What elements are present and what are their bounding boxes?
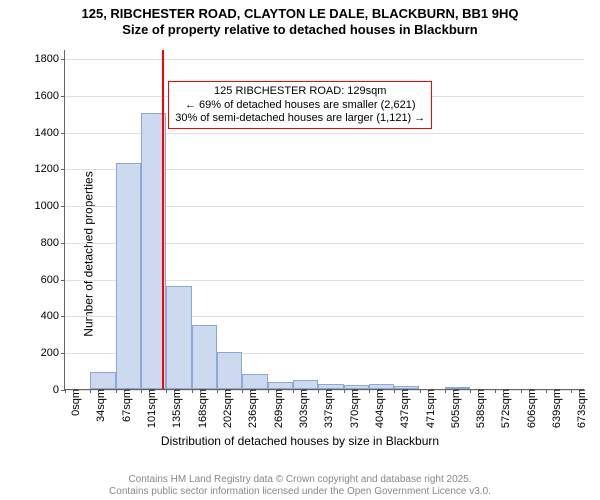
marker-line xyxy=(162,50,164,389)
plot-area: 0200400600800100012001400160018000sqm34s… xyxy=(64,50,584,390)
xtick-label: 639sqm xyxy=(548,389,563,428)
xtick-label: 505sqm xyxy=(447,389,462,428)
histogram-bar xyxy=(293,380,318,389)
xtick-label: 202sqm xyxy=(219,389,234,428)
xtick-label: 34sqm xyxy=(92,389,107,422)
xtick-label: 404sqm xyxy=(371,389,386,428)
ytick-label: 1000 xyxy=(35,200,65,212)
xtick-mark xyxy=(268,389,269,393)
xtick-label: 135sqm xyxy=(168,389,183,428)
histogram-bar xyxy=(90,372,115,389)
xtick-mark xyxy=(420,389,421,393)
ytick-label: 1600 xyxy=(35,90,65,102)
xtick-label: 572sqm xyxy=(497,389,512,428)
title-line-2: Size of property relative to detached ho… xyxy=(0,22,600,38)
attribution-footer: Contains HM Land Registry data © Crown c… xyxy=(0,474,600,498)
xtick-label: 101sqm xyxy=(143,389,158,428)
xtick-mark xyxy=(116,389,117,393)
ytick-label: 800 xyxy=(41,237,65,249)
xtick-label: 0sqm xyxy=(67,389,82,416)
annotation-box: 125 RIBCHESTER ROAD: 129sqm← 69% of deta… xyxy=(168,81,432,129)
annotation-line: ← 69% of detached houses are smaller (2,… xyxy=(175,99,425,112)
xtick-mark xyxy=(217,389,218,393)
xtick-label: 269sqm xyxy=(270,389,285,428)
ytick-label: 600 xyxy=(41,274,65,286)
xtick-mark xyxy=(344,389,345,393)
xtick-label: 673sqm xyxy=(573,389,588,428)
xtick-label: 606sqm xyxy=(523,389,538,428)
xtick-mark xyxy=(521,389,522,393)
ytick-label: 1400 xyxy=(35,127,65,139)
xtick-label: 337sqm xyxy=(320,389,335,428)
annotation-line: 30% of semi-detached houses are larger (… xyxy=(175,112,425,125)
ytick-label: 1800 xyxy=(35,53,65,65)
xtick-label: 538sqm xyxy=(472,389,487,428)
footer-line-2: Contains public sector information licen… xyxy=(0,486,600,498)
footer-line-1: Contains HM Land Registry data © Crown c… xyxy=(0,474,600,486)
ytick-label: 400 xyxy=(41,310,65,322)
chart-area: Number of detached properties 0200400600… xyxy=(0,44,600,464)
xtick-mark xyxy=(192,389,193,393)
histogram-bar xyxy=(192,325,217,389)
xtick-mark xyxy=(369,389,370,393)
xtick-mark xyxy=(141,389,142,393)
ytick-label: 0 xyxy=(53,384,65,396)
xtick-mark xyxy=(470,389,471,393)
histogram-bar xyxy=(268,382,293,389)
xtick-mark xyxy=(65,389,66,393)
annotation-line: 125 RIBCHESTER ROAD: 129sqm xyxy=(175,85,425,98)
histogram-bar xyxy=(116,163,141,389)
xtick-label: 437sqm xyxy=(396,389,411,428)
xtick-mark xyxy=(293,389,294,393)
x-axis-label: Distribution of detached houses by size … xyxy=(161,434,439,448)
chart-title: 125, RIBCHESTER ROAD, CLAYTON LE DALE, B… xyxy=(0,0,600,37)
xtick-mark xyxy=(546,389,547,393)
ytick-label: 200 xyxy=(41,347,65,359)
xtick-label: 236sqm xyxy=(244,389,259,428)
histogram-bar xyxy=(217,352,242,389)
ytick-label: 1200 xyxy=(35,163,65,175)
gridline xyxy=(65,59,584,60)
histogram-bar xyxy=(242,374,267,389)
xtick-label: 471sqm xyxy=(422,389,437,428)
title-line-1: 125, RIBCHESTER ROAD, CLAYTON LE DALE, B… xyxy=(0,6,600,22)
xtick-label: 370sqm xyxy=(346,389,361,428)
histogram-bar xyxy=(166,286,191,389)
xtick-label: 303sqm xyxy=(295,389,310,428)
xtick-label: 168sqm xyxy=(194,389,209,428)
xtick-mark xyxy=(445,389,446,393)
chart-container: 125, RIBCHESTER ROAD, CLAYTON LE DALE, B… xyxy=(0,0,600,500)
xtick-label: 67sqm xyxy=(118,389,133,422)
